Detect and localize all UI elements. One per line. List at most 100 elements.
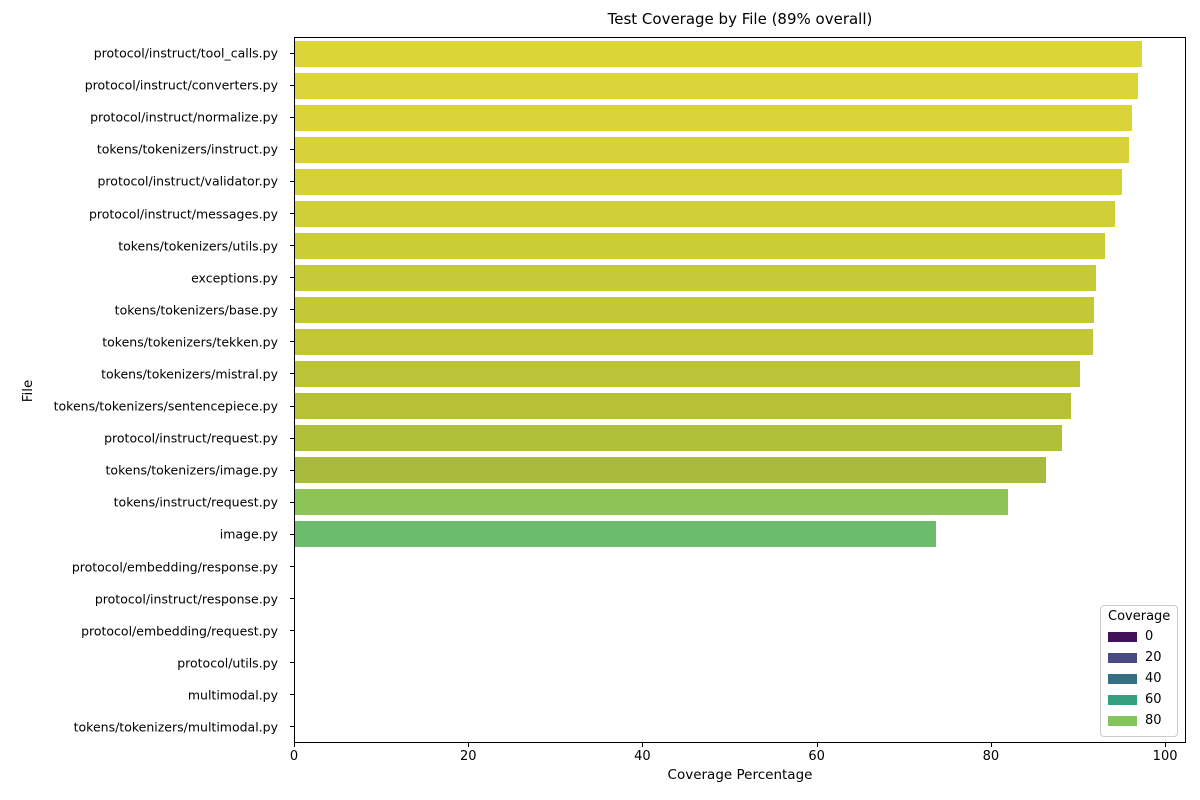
x-tick-label: 60 — [808, 749, 825, 764]
y-tick-mark — [290, 694, 294, 696]
legend: Coverage 0 20 40 60 80 — [1100, 605, 1178, 737]
bar-row — [295, 326, 1185, 358]
y-tick-mark — [290, 341, 294, 343]
legend-title: Coverage — [1108, 609, 1171, 624]
coverage-bar — [295, 105, 1132, 131]
x-tick-marks — [294, 743, 1186, 747]
y-tick-mark — [290, 662, 294, 664]
x-tick-mark — [990, 743, 992, 747]
x-tick-mark — [1165, 743, 1167, 747]
bar-row — [295, 262, 1185, 294]
y-tick-label: protocol/embedding/response.py — [71, 559, 278, 574]
coverage-bar — [295, 329, 1093, 355]
bar-rows — [295, 38, 1185, 742]
coverage-bar — [295, 265, 1097, 291]
legend-entry: 0 — [1108, 626, 1170, 647]
y-tick-mark — [290, 566, 294, 567]
x-axis-label: Coverage Percentage — [667, 767, 813, 783]
y-tick-label: protocol/instruct/converters.py — [84, 77, 278, 93]
legend-entries: 0 20 40 60 80 — [1108, 626, 1170, 731]
coverage-bar — [295, 457, 1046, 483]
bar-row — [295, 422, 1185, 454]
y-tick-label: protocol/instruct/tool_calls.py — [93, 45, 278, 61]
legend-swatch — [1108, 673, 1137, 684]
x-tick-label: 20 — [459, 749, 477, 764]
x-tick-mark — [642, 743, 644, 747]
y-tick-mark — [290, 598, 294, 600]
y-tick-label: tokens/tokenizers/utils.py — [118, 238, 278, 254]
y-tick-marks — [290, 37, 294, 743]
legend-entry: 80 — [1108, 710, 1170, 731]
y-tick-mark — [290, 277, 294, 279]
y-tick-label: protocol/instruct/normalize.py — [90, 109, 278, 125]
y-tick-label: tokens/tokenizers/sentencepiece.py — [53, 398, 278, 414]
legend-label: 60 — [1145, 692, 1162, 707]
y-tick-label: exceptions.py — [191, 270, 278, 286]
bar-row — [295, 230, 1185, 262]
x-tick-label: 80 — [982, 749, 1000, 764]
y-tick-label: protocol/utils.py — [177, 655, 278, 671]
y-tick-label: image.py — [219, 526, 278, 542]
legend-entry: 20 — [1108, 647, 1170, 668]
coverage-bar — [295, 73, 1139, 99]
y-tick-mark — [290, 309, 294, 311]
y-tick-label: tokens/tokenizers/image.py — [105, 462, 278, 478]
y-tick-label: tokens/tokenizers/base.py — [114, 302, 278, 318]
y-tick-labels: protocol/instruct/tool_calls.py protocol/… — [0, 37, 286, 743]
y-tick-mark — [290, 84, 294, 86]
y-tick-mark — [290, 52, 294, 54]
y-tick-label: multimodal.py — [187, 687, 278, 703]
bar-row — [295, 710, 1185, 742]
x-tick-mark — [468, 743, 470, 747]
legend-swatch — [1108, 631, 1137, 642]
y-tick-label: protocol/instruct/request.py — [104, 430, 278, 446]
legend-swatch — [1108, 694, 1137, 705]
y-tick-label: protocol/instruct/messages.py — [88, 206, 278, 221]
bar-row — [295, 198, 1185, 230]
x-tick-label: 0 — [289, 749, 299, 764]
y-tick-label: protocol/instruct/validator.py — [97, 173, 279, 189]
x-tick-label: 100 — [1152, 749, 1178, 764]
bar-row — [295, 614, 1185, 646]
bar-row — [295, 518, 1185, 550]
x-tick-mark — [816, 743, 818, 747]
x-tick-label: 40 — [634, 749, 651, 764]
coverage-bar — [295, 393, 1072, 419]
bar-row — [295, 102, 1185, 134]
legend-entry: 60 — [1108, 689, 1170, 710]
coverage-bar — [295, 233, 1106, 259]
y-tick-mark — [290, 726, 294, 728]
y-tick-mark — [290, 148, 294, 150]
legend-entry: 40 — [1108, 668, 1170, 689]
coverage-bar — [295, 489, 1008, 515]
bar-row — [295, 678, 1185, 710]
plot-area — [294, 37, 1186, 743]
y-tick-label: tokens/tokenizers/instruct.py — [96, 141, 278, 157]
y-tick-label: tokens/tokenizers/mistral.py — [101, 366, 278, 382]
y-tick-mark — [290, 437, 294, 439]
x-tick-mark — [294, 743, 295, 747]
coverage-bar — [295, 201, 1116, 227]
legend-label: 20 — [1145, 650, 1162, 665]
bar-row — [295, 390, 1185, 422]
bar-row — [295, 70, 1185, 102]
y-tick-mark — [290, 630, 294, 632]
bar-row — [295, 38, 1185, 70]
y-tick-label: tokens/tokenizers/multimodal.py — [73, 719, 278, 735]
coverage-bar — [295, 137, 1129, 163]
bar-row — [295, 454, 1185, 486]
bar-row — [295, 166, 1185, 198]
legend-label: 40 — [1145, 671, 1162, 686]
coverage-bar — [295, 521, 937, 547]
y-tick-mark — [290, 116, 294, 118]
coverage-bar — [295, 425, 1062, 451]
bar-row — [295, 134, 1185, 166]
y-tick-mark — [290, 469, 294, 471]
bar-row — [295, 550, 1185, 582]
bar-row — [295, 582, 1185, 614]
coverage-bar — [295, 297, 1094, 323]
y-tick-mark — [290, 245, 294, 247]
y-tick-mark — [290, 213, 294, 214]
bar-row — [295, 294, 1185, 326]
